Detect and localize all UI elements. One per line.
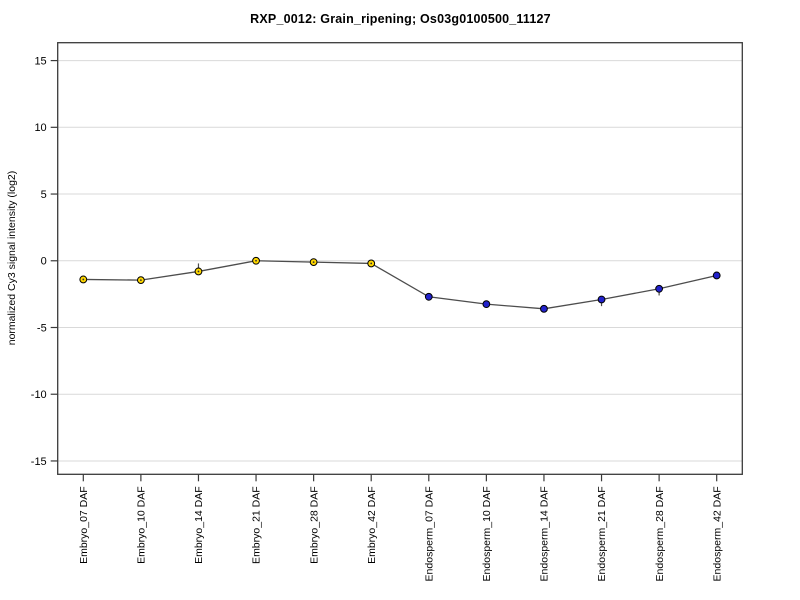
data-point	[424, 292, 433, 301]
x-tick-label: Embryo_42 DAF	[366, 486, 378, 564]
data-point	[712, 271, 721, 280]
x-tick-label: Endosperm_42 DAF	[711, 486, 723, 581]
data-point-center-dot	[255, 259, 257, 262]
plot-border	[57, 42, 743, 475]
data-point	[540, 304, 548, 313]
x-tick-label: Endosperm_28 DAF	[654, 486, 666, 581]
data-point-center-dot	[312, 261, 315, 264]
y-tick-label: -10	[31, 389, 47, 401]
x-tick-label: Endosperm_07 DAF	[423, 486, 435, 581]
data-point	[597, 295, 606, 304]
data-point	[655, 284, 664, 293]
x-tick-label: Embryo_07 DAF	[78, 486, 90, 564]
data-point-center-dot	[139, 279, 142, 282]
data-point-center-dot	[82, 278, 85, 281]
data-point-center-dot	[370, 262, 373, 265]
y-axis-label: normalized Cy3 signal intensity (log2)	[6, 170, 18, 346]
x-tick-label: Endosperm_14 DAF	[539, 486, 551, 581]
data-point-center-dot	[197, 270, 200, 273]
x-tick-label: Endosperm_10 DAF	[481, 486, 493, 581]
y-tick-label: -5	[37, 322, 47, 334]
y-tick-label: 15	[34, 55, 46, 67]
x-tick-label: Embryo_21 DAF	[251, 486, 263, 564]
series-line	[83, 260, 717, 310]
chart-title: RXP_0012: Grain_ripening; Os03g0100500_1…	[250, 12, 551, 26]
data-point	[482, 300, 491, 309]
y-tick-label: 10	[34, 122, 46, 134]
y-tick-label: 5	[41, 189, 47, 201]
x-tick-label: Embryo_28 DAF	[308, 486, 320, 564]
y-tick-label: 0	[41, 256, 47, 268]
x-tick-label: Embryo_14 DAF	[193, 486, 205, 564]
x-tick-label: Embryo_10 DAF	[136, 486, 148, 564]
x-tick-label: Endosperm_21 DAF	[596, 486, 608, 581]
y-tick-label: -15	[31, 456, 47, 468]
